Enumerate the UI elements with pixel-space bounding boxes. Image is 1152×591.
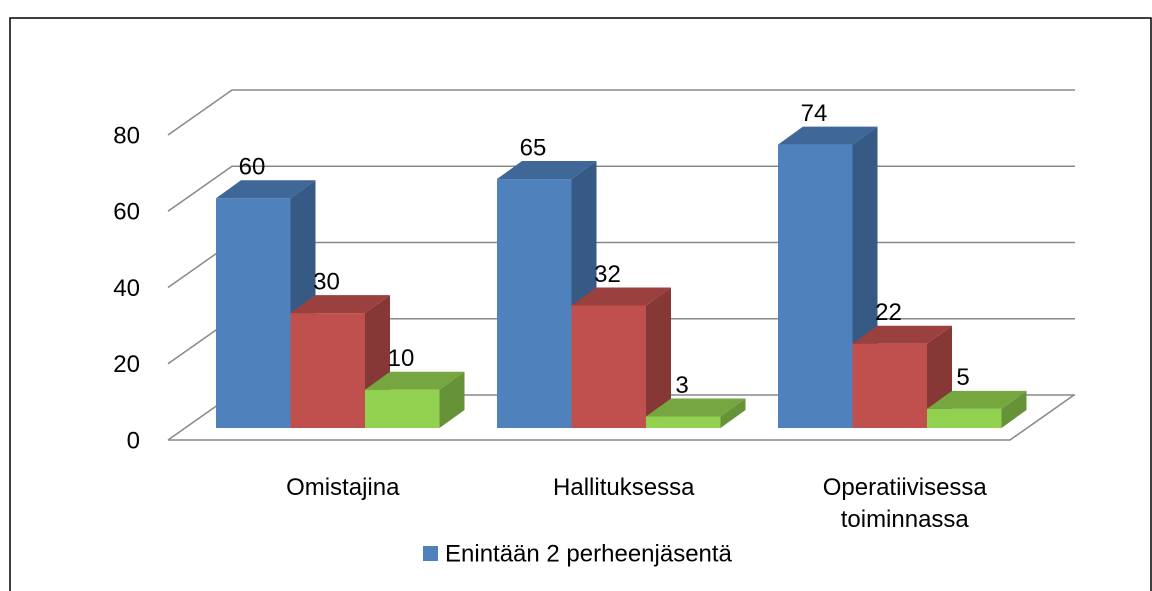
bar-side bbox=[646, 287, 671, 428]
floor bbox=[168, 394, 1075, 441]
bar-side bbox=[439, 371, 465, 428]
bar-top bbox=[216, 180, 316, 199]
bar-top bbox=[778, 126, 878, 145]
bar-side bbox=[1001, 390, 1027, 428]
data-label: 74 bbox=[801, 100, 828, 127]
chart-frame bbox=[9, 17, 1152, 591]
bar bbox=[927, 390, 1027, 428]
bar-top bbox=[365, 371, 465, 390]
legend-swatch bbox=[423, 546, 438, 561]
data-label: 32 bbox=[594, 261, 621, 288]
y-tick-label: 80 bbox=[113, 122, 140, 149]
data-label: 30 bbox=[313, 268, 340, 295]
x-tick-label: Operatiivisessa toiminnassa bbox=[822, 474, 987, 533]
x-tick-label: Hallituksessa bbox=[553, 474, 695, 501]
bar-top bbox=[927, 390, 1027, 409]
bar-front bbox=[571, 305, 646, 428]
legend-label: Enintään 2 perheenjäsentä bbox=[445, 540, 733, 567]
bar-top bbox=[497, 161, 597, 180]
grid-line bbox=[167, 89, 1075, 136]
bar-top bbox=[571, 287, 671, 306]
data-label: 10 bbox=[388, 345, 415, 372]
bar-front bbox=[852, 343, 927, 428]
data-label: 22 bbox=[875, 299, 902, 326]
bar bbox=[571, 287, 671, 428]
bar-front bbox=[216, 198, 291, 428]
bar-front bbox=[646, 416, 721, 428]
x-tick-label: Omistajina bbox=[286, 474, 400, 501]
bar bbox=[646, 398, 746, 428]
bar bbox=[365, 371, 465, 428]
bar-front bbox=[290, 313, 365, 428]
bar-top bbox=[646, 398, 746, 417]
y-tick-label: 60 bbox=[113, 199, 140, 226]
data-label: 5 bbox=[956, 364, 969, 391]
y-tick-label: 0 bbox=[127, 427, 140, 454]
bar-top bbox=[290, 295, 390, 314]
bar-front bbox=[927, 408, 1002, 428]
y-tick-label: 20 bbox=[113, 351, 140, 378]
data-label: 60 bbox=[239, 154, 266, 181]
bar bbox=[497, 161, 597, 429]
bar-side bbox=[720, 398, 746, 428]
bar-top bbox=[852, 325, 952, 344]
data-label: 3 bbox=[675, 372, 688, 399]
y-tick-label: 40 bbox=[113, 275, 140, 302]
bar-front bbox=[365, 389, 440, 428]
bar-front bbox=[778, 144, 853, 428]
bar-front bbox=[497, 179, 572, 428]
data-label: 65 bbox=[520, 134, 547, 161]
